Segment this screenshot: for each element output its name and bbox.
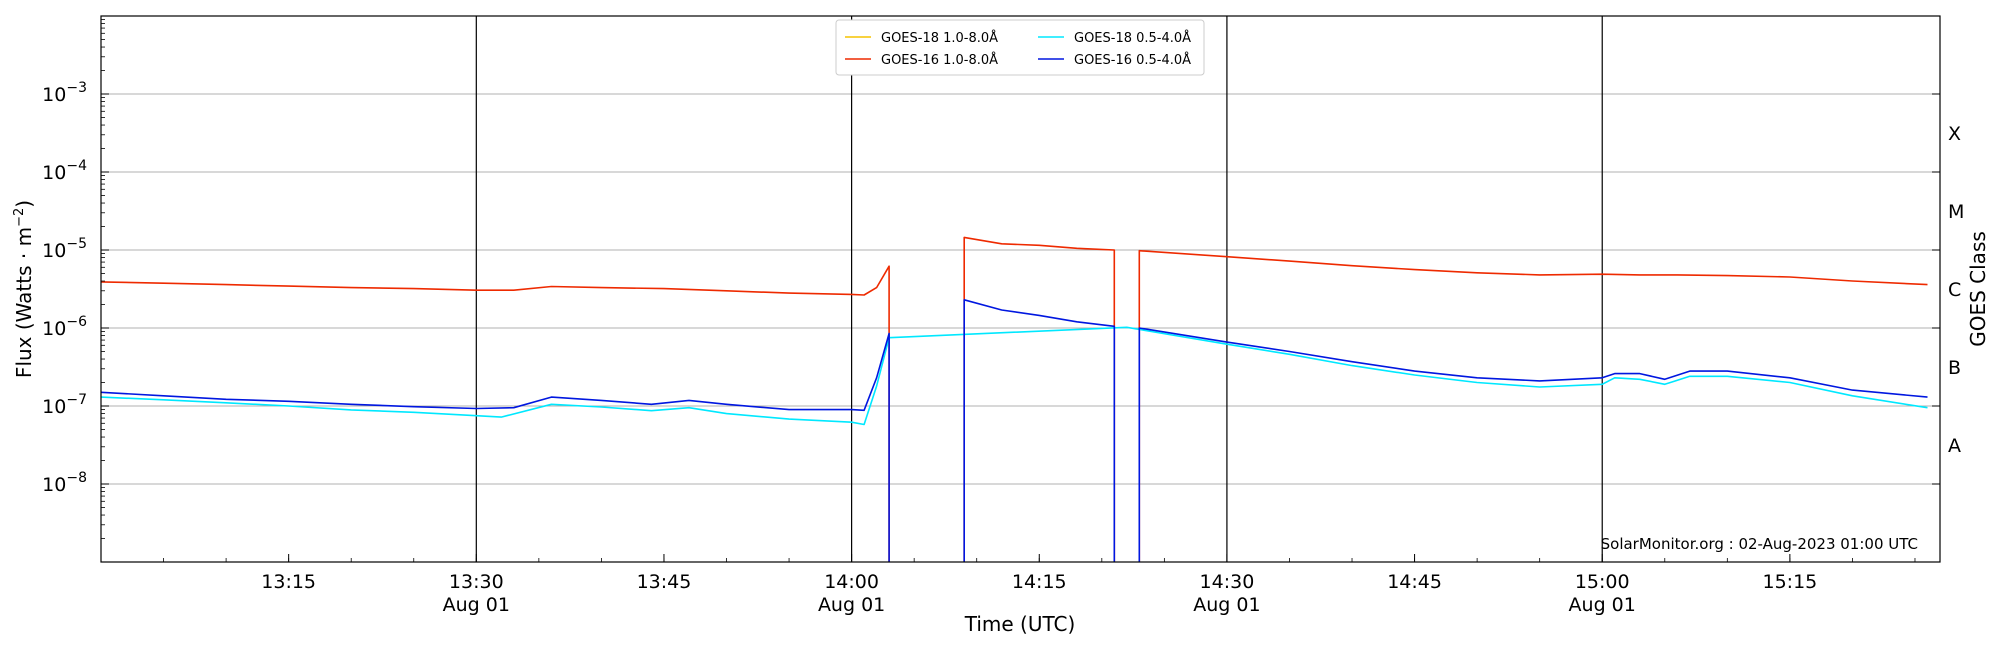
plot-frame	[100, 15, 1941, 563]
goes-class-label: M	[1948, 201, 1964, 223]
y-tick-label: 10−4	[42, 158, 87, 184]
goes-class-axis-title: GOES Class	[1966, 231, 1990, 347]
goes-class-label: B	[1948, 357, 1961, 379]
legend-label-goes16-short: GOES-16 0.5-4.0Å	[1074, 52, 1191, 68]
x-tick-label: 13:30	[449, 571, 504, 593]
legend-label-goes16-long: GOES-16 1.0-8.0Å	[881, 52, 998, 68]
goes-class-axis: A B C M X	[1932, 15, 1964, 563]
legend-frame	[835, 19, 1205, 76]
plot-background	[101, 16, 1940, 562]
series-lines	[101, 236, 1928, 562]
credit-text: SolarMonitor.org : 02-Aug-2023 01:00 UTC	[1601, 535, 1918, 553]
x-tick-label: 14:45	[1387, 571, 1442, 593]
series-line-2	[101, 326, 1928, 426]
y-axis-title: Flux (Watts · m−2)	[12, 200, 36, 378]
goes-class-label: A	[1948, 435, 1961, 457]
x-tick-label: 14:30	[1200, 571, 1255, 593]
series-line-1	[101, 236, 1928, 562]
time-markers	[475, 16, 1603, 562]
y-tick-label: 10−6	[42, 314, 87, 340]
legend-label-goes18-long: GOES-18 1.0-8.0Å	[881, 30, 998, 46]
series-line-3	[101, 298, 1928, 562]
y-tick-label: 10−5	[42, 236, 87, 262]
legend: GOES-18 1.0-8.0Å GOES-16 1.0-8.0Å GOES-1…	[835, 19, 1205, 76]
x-tick-label: 15:15	[1762, 571, 1817, 593]
x-tick-date-label: Aug 01	[818, 594, 885, 616]
y-axis: 10−8 10−7 10−6 10−5 10−4 10−3	[42, 19, 109, 539]
x-tick-date-label: Aug 01	[1193, 594, 1260, 616]
x-tick-label: 15:00	[1575, 571, 1630, 593]
x-tick-label: 13:15	[261, 571, 316, 593]
goes-class-label: X	[1948, 123, 1961, 145]
goes-class-label: C	[1948, 279, 1961, 301]
x-tick-date-label: Aug 01	[1569, 594, 1636, 616]
y-tick-label: 10−8	[42, 470, 87, 496]
y-tick-label: 10−3	[42, 80, 87, 106]
x-tick-label: 13:45	[637, 571, 692, 593]
x-tick-date-label: Aug 01	[443, 594, 510, 616]
x-tick-label: 14:15	[1012, 571, 1067, 593]
x-axis-title: Time (UTC)	[964, 612, 1076, 636]
legend-label-goes18-short: GOES-18 0.5-4.0Å	[1074, 30, 1191, 46]
x-tick-label: 14:00	[824, 571, 879, 593]
y-tick-label: 10−7	[42, 392, 87, 418]
